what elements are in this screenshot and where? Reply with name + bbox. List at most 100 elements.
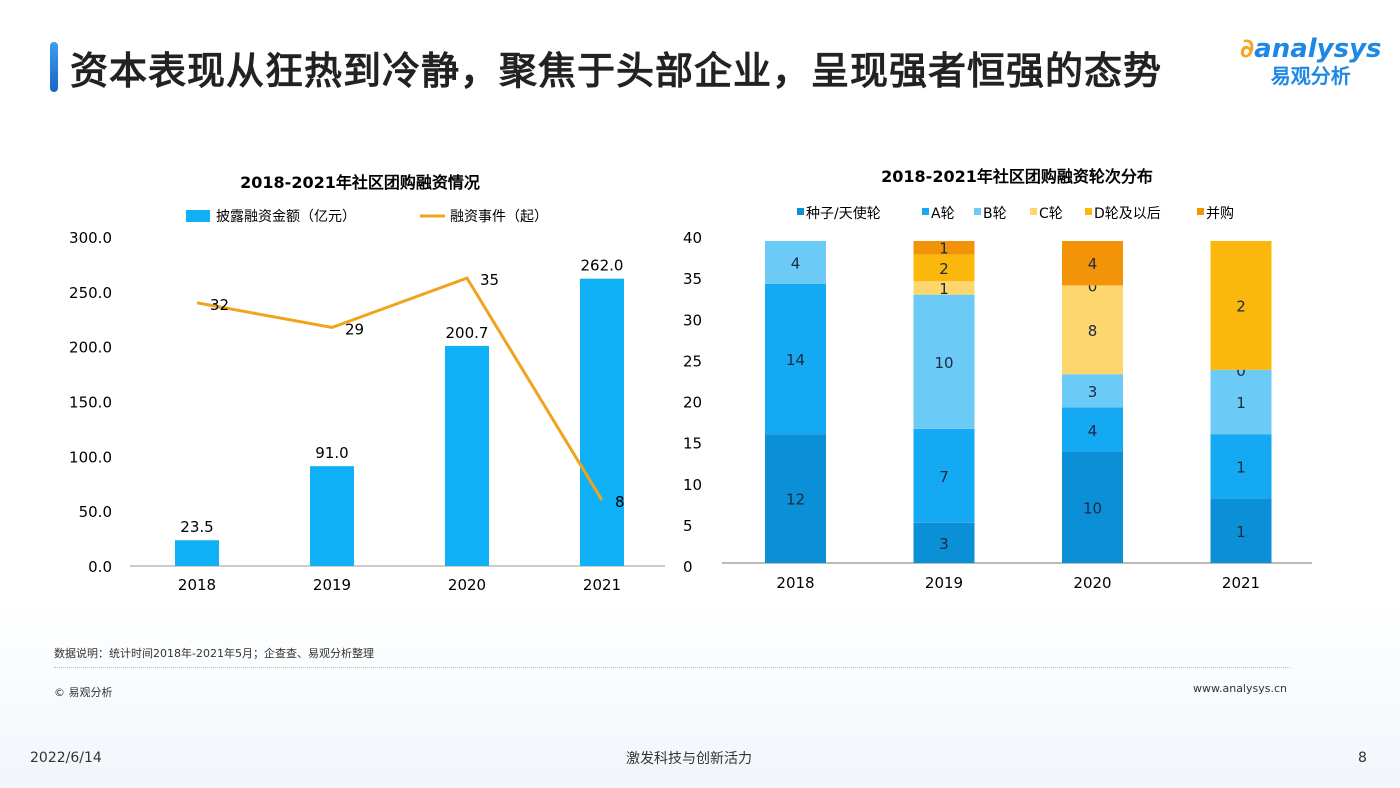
page-number: 8: [1358, 750, 1367, 766]
bar-data-label: 200.7: [446, 324, 489, 342]
bar-data-label: 23.5: [180, 518, 213, 536]
legend-swatch-bar: [186, 210, 210, 222]
stack-segment-2021: [1210, 498, 1272, 563]
y-right-tick: 25: [683, 352, 702, 370]
stack-segment-2021: [1210, 369, 1272, 435]
page-title: 资本表现从狂热到冷静，聚焦于头部企业，呈现强者恒强的态势: [70, 49, 1163, 93]
line-data-label: 35: [480, 271, 499, 289]
stack-segment-2018: [765, 283, 826, 435]
legend-label-line: 融资事件（起）: [450, 209, 548, 225]
y-right-tick: 40: [683, 229, 702, 247]
y-right-tick: 5: [683, 517, 693, 535]
x-tick-label: 2021: [583, 576, 621, 594]
legend-label: C轮: [1039, 206, 1063, 222]
stack-segment-2019: [913, 522, 975, 563]
y-left-tick: 150.0: [69, 394, 112, 412]
segment-label: 7: [939, 468, 949, 486]
legend-swatch-3: [1030, 208, 1037, 215]
segment-label: 0: [1088, 277, 1098, 295]
legend-label-bar: 披露融资金额（亿元）: [216, 209, 356, 225]
x-tick-label-2: 2020: [1073, 574, 1111, 592]
x-tick-label-2: 2019: [925, 574, 963, 592]
legend-label: D轮及以后: [1094, 206, 1161, 222]
y-right-tick: 15: [683, 435, 702, 453]
x-tick-label-2: 2021: [1222, 574, 1260, 592]
legend-label: 并购: [1206, 206, 1234, 222]
segment-label: 3: [1088, 383, 1098, 401]
legend-swatch-0: [797, 208, 804, 215]
stack-segment-2019: [913, 294, 975, 429]
line-data-label: 8: [615, 493, 625, 511]
y-right-tick: 30: [683, 311, 702, 329]
stack-segment-2019: [913, 241, 975, 255]
y-right-tick: 0: [683, 558, 693, 576]
segment-label: 4: [1088, 255, 1098, 273]
bar-funding-2019: [310, 466, 354, 566]
line-data-label: 29: [345, 320, 364, 338]
segment-label: 2: [939, 260, 949, 278]
segment-label: 12: [786, 491, 805, 509]
segment-label: 3: [939, 535, 949, 553]
legend-label: B轮: [983, 206, 1007, 222]
y-left-tick: 100.0: [69, 448, 112, 466]
segment-label: 1: [1236, 458, 1246, 476]
chart2-title: 2018-2021年社区团购融资轮次分布: [881, 167, 1153, 186]
stack-segment-2021: [1210, 241, 1272, 370]
logo-cn: 易观分析: [1270, 64, 1351, 88]
copyright: © 易观分析: [54, 686, 113, 699]
segment-label: 10: [934, 354, 953, 372]
y-right-tick: 35: [683, 270, 702, 288]
stack-segment-2018: [765, 434, 826, 563]
stack-segment-2020: [1062, 241, 1123, 286]
segment-label: 0: [1236, 362, 1246, 380]
stack-segment-2018: [765, 241, 826, 284]
y-right-tick: 20: [683, 394, 702, 412]
segment-label: 4: [791, 254, 801, 272]
segment-label: 14: [786, 351, 805, 369]
legend-swatch-1: [922, 208, 929, 215]
x-tick-label: 2018: [178, 576, 216, 594]
chart1-title: 2018-2021年社区团购融资情况: [240, 173, 480, 192]
y-left-tick: 50.0: [79, 503, 112, 521]
legend-label: A轮: [931, 206, 955, 222]
legend-swatch-2: [974, 208, 981, 215]
stack-segment-2019: [913, 428, 975, 523]
segment-label: 4: [1088, 422, 1098, 440]
data-note: 数据说明：统计时间2018年-2021年5月；企查查、易观分析整理: [54, 647, 374, 660]
legend-label: 种子/天使轮: [806, 205, 881, 222]
segment-label: 8: [1088, 322, 1098, 340]
stack-segment-2019: [913, 281, 975, 295]
x-tick-label-2: 2018: [776, 574, 814, 592]
y-right-tick: 10: [683, 476, 702, 494]
segment-label: 1: [939, 280, 949, 298]
date: 2022/6/14: [30, 750, 102, 766]
stack-segment-2020: [1062, 451, 1123, 563]
line-data-label: 32: [210, 296, 229, 314]
x-tick-label: 2020: [448, 576, 486, 594]
slogan: 激发科技与创新活力: [626, 751, 752, 767]
stack-segment-2020: [1062, 374, 1123, 408]
stack-segment-2020: [1062, 285, 1123, 375]
title-accent-bar: [50, 42, 58, 92]
bar-funding-2020: [445, 345, 489, 566]
website-link[interactable]: www.analysys.cn: [1193, 682, 1287, 695]
line-events: [196, 276, 604, 501]
segment-label: 1: [939, 240, 949, 258]
bar-funding-2021: [580, 278, 624, 566]
bar-funding-2018: [175, 540, 219, 566]
bar-data-label: 262.0: [581, 257, 624, 275]
divider: [54, 667, 1290, 668]
stack-segment-2020: [1062, 407, 1123, 452]
x-tick-label: 2019: [313, 576, 351, 594]
analysys-logo: ∂analysys 易观分析: [1240, 34, 1382, 89]
background-skyline: [0, 600, 1400, 788]
stack-segment-2019: [913, 254, 975, 282]
y-left-tick: 200.0: [69, 339, 112, 357]
y-left-tick: 0.0: [88, 558, 112, 576]
bar-data-label: 91.0: [315, 444, 348, 462]
segment-label: 1: [1236, 394, 1246, 412]
legend-swatch-5: [1197, 208, 1204, 215]
segment-label: 1: [1236, 523, 1246, 541]
segment-label: 2: [1236, 297, 1246, 315]
